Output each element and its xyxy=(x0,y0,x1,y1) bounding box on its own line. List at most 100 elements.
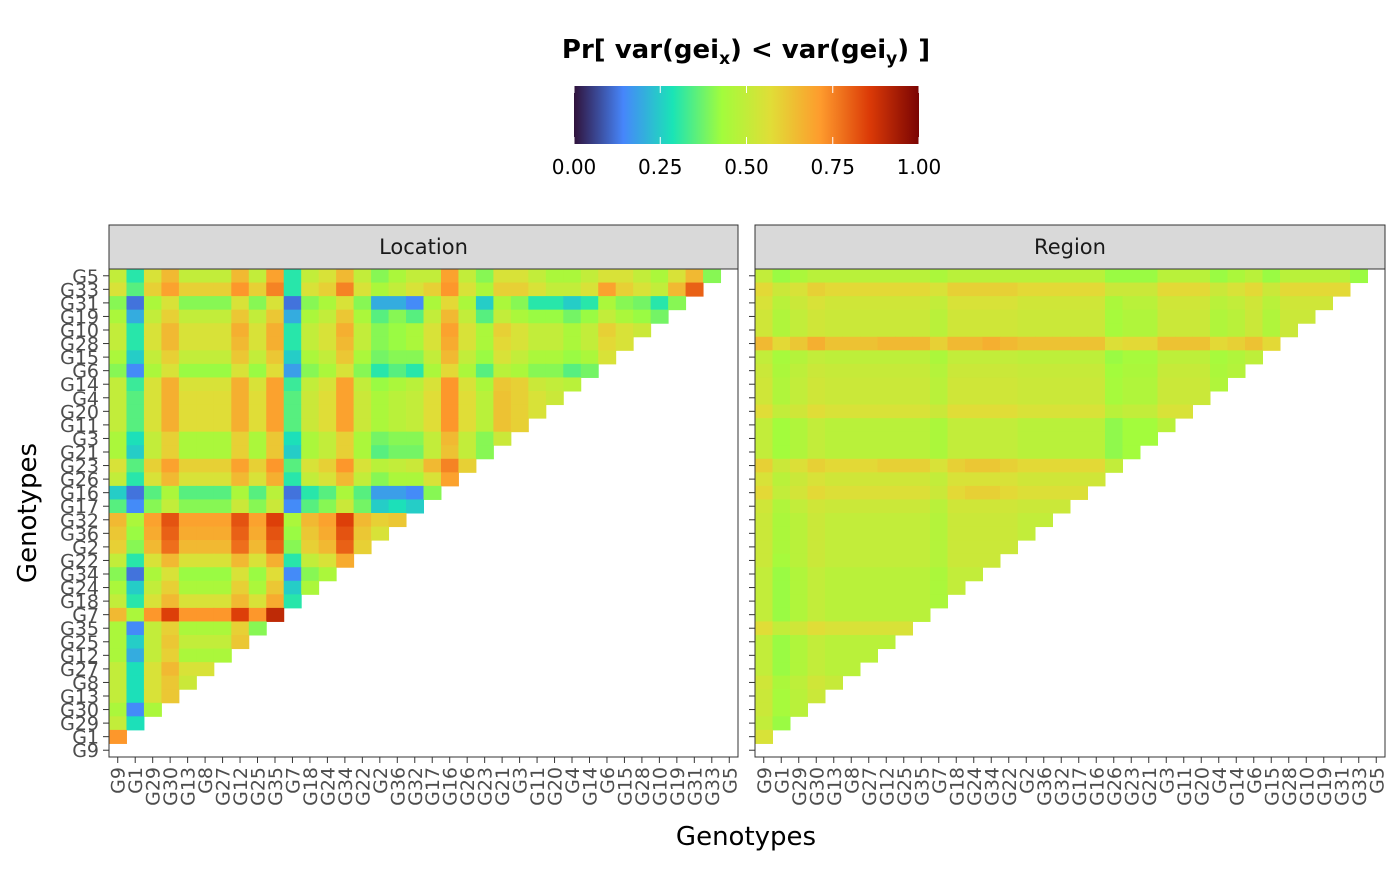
heatmap-cell xyxy=(161,296,180,311)
heatmap-cell xyxy=(510,377,529,392)
heatmap-cell xyxy=(248,472,267,487)
heatmap-cell xyxy=(1122,336,1141,351)
heatmap-cell xyxy=(301,404,320,419)
heatmap-cell xyxy=(1000,472,1018,487)
heatmap-cell xyxy=(1175,282,1193,297)
heatmap-cell xyxy=(860,404,878,419)
heatmap-cell xyxy=(126,607,145,622)
heatmap-cell xyxy=(231,350,250,365)
heatmap-cell xyxy=(353,445,372,460)
heatmap-cell xyxy=(545,323,564,338)
heatmap-cell xyxy=(143,702,162,717)
heatmap-cell xyxy=(423,418,442,433)
heatmap-cell xyxy=(1035,296,1053,311)
heatmap-cell xyxy=(1140,323,1158,338)
heatmap-cell xyxy=(528,363,547,378)
heatmap-cell xyxy=(1017,323,1036,338)
heatmap-cell xyxy=(947,567,966,582)
heatmap-cell xyxy=(877,567,896,582)
heatmap-cell xyxy=(1175,309,1193,324)
heatmap-cell xyxy=(755,323,773,338)
heatmap-cell xyxy=(1315,296,1333,311)
heatmap-cell xyxy=(109,648,127,663)
heatmap-cell xyxy=(371,323,390,338)
legend-tick-label: 0.25 xyxy=(638,155,683,179)
heatmap-cell xyxy=(1087,404,1106,419)
heatmap-cell xyxy=(178,553,197,568)
heatmap-cell xyxy=(266,350,285,365)
heatmap-cell xyxy=(458,336,477,351)
heatmap-cell xyxy=(143,377,162,392)
heatmap-cell xyxy=(772,702,791,717)
heatmap-cell xyxy=(807,323,826,338)
heatmap-cell xyxy=(196,499,215,514)
heatmap-cell xyxy=(283,269,302,284)
heatmap-cell xyxy=(598,336,617,351)
heatmap-cell xyxy=(842,323,861,338)
x-tick-label: G25 xyxy=(894,767,916,806)
heatmap-cell xyxy=(406,323,424,338)
heatmap-cell xyxy=(965,391,983,406)
heatmap-cell xyxy=(772,377,791,392)
heatmap-cell xyxy=(807,282,826,297)
heatmap-cell xyxy=(947,445,966,460)
heatmap-cell xyxy=(248,336,267,351)
heatmap-cell xyxy=(877,391,896,406)
heatmap-cell xyxy=(912,607,931,622)
heatmap-cell xyxy=(161,309,180,324)
y-tick-label: G16 xyxy=(60,483,99,505)
heatmap-cell xyxy=(1105,269,1123,284)
x-tick-label: G32 xyxy=(1051,767,1073,806)
heatmap-cell xyxy=(842,418,861,433)
heatmap-cell xyxy=(283,580,302,595)
heatmap-cell xyxy=(126,689,145,704)
heatmap-cell xyxy=(877,431,896,446)
heatmap-cell xyxy=(842,553,861,568)
heatmap-cell xyxy=(126,635,145,650)
heatmap-cell xyxy=(196,336,215,351)
heatmap-cell xyxy=(790,309,808,324)
heatmap-cell xyxy=(755,282,773,297)
heatmap-cell xyxy=(1157,309,1176,324)
x-tick-label: G10 xyxy=(649,767,671,806)
heatmap-cell xyxy=(213,526,232,541)
heatmap-cell xyxy=(1262,323,1281,338)
heatmap-cell xyxy=(1227,309,1246,324)
heatmap-cell xyxy=(109,513,127,528)
heatmap-cell xyxy=(877,282,896,297)
heatmap-cell xyxy=(371,391,390,406)
heatmap-cell xyxy=(1035,269,1053,284)
heatmap-cell xyxy=(266,472,285,487)
heatmap-cell xyxy=(545,309,564,324)
heatmap-cell xyxy=(371,350,390,365)
heatmap-cell xyxy=(790,377,808,392)
x-tick-label: G33 xyxy=(1349,767,1371,806)
heatmap-cell xyxy=(109,445,127,460)
heatmap-cell xyxy=(528,323,547,338)
heatmap-cell xyxy=(475,363,494,378)
y-tick-label: G33 xyxy=(60,279,99,301)
heatmap-cell xyxy=(161,391,180,406)
heatmap-cell xyxy=(790,621,808,636)
y-tick-label: G15 xyxy=(60,347,99,369)
heatmap-cell xyxy=(772,445,791,460)
heatmap-cell xyxy=(1000,336,1018,351)
heatmap-cell xyxy=(213,309,232,324)
heatmap-cell xyxy=(283,282,302,297)
heatmap-cell xyxy=(266,323,285,338)
heatmap-cell xyxy=(266,485,285,500)
x-tick-label: G31 xyxy=(684,767,706,806)
heatmap-cell xyxy=(1052,418,1071,433)
heatmap-cell xyxy=(790,431,808,446)
heatmap-cell xyxy=(1175,391,1193,406)
heatmap-cell xyxy=(126,282,145,297)
heatmap-cell xyxy=(807,269,826,284)
heatmap-cell xyxy=(423,404,442,419)
heatmap-cell xyxy=(807,485,826,500)
heatmap-cell xyxy=(1105,296,1123,311)
x-tick-label: G3 xyxy=(1156,767,1178,794)
heatmap-cell xyxy=(807,580,826,595)
heatmap-cell xyxy=(283,499,302,514)
heatmap-cell xyxy=(143,594,162,609)
heatmap-cell xyxy=(213,391,232,406)
